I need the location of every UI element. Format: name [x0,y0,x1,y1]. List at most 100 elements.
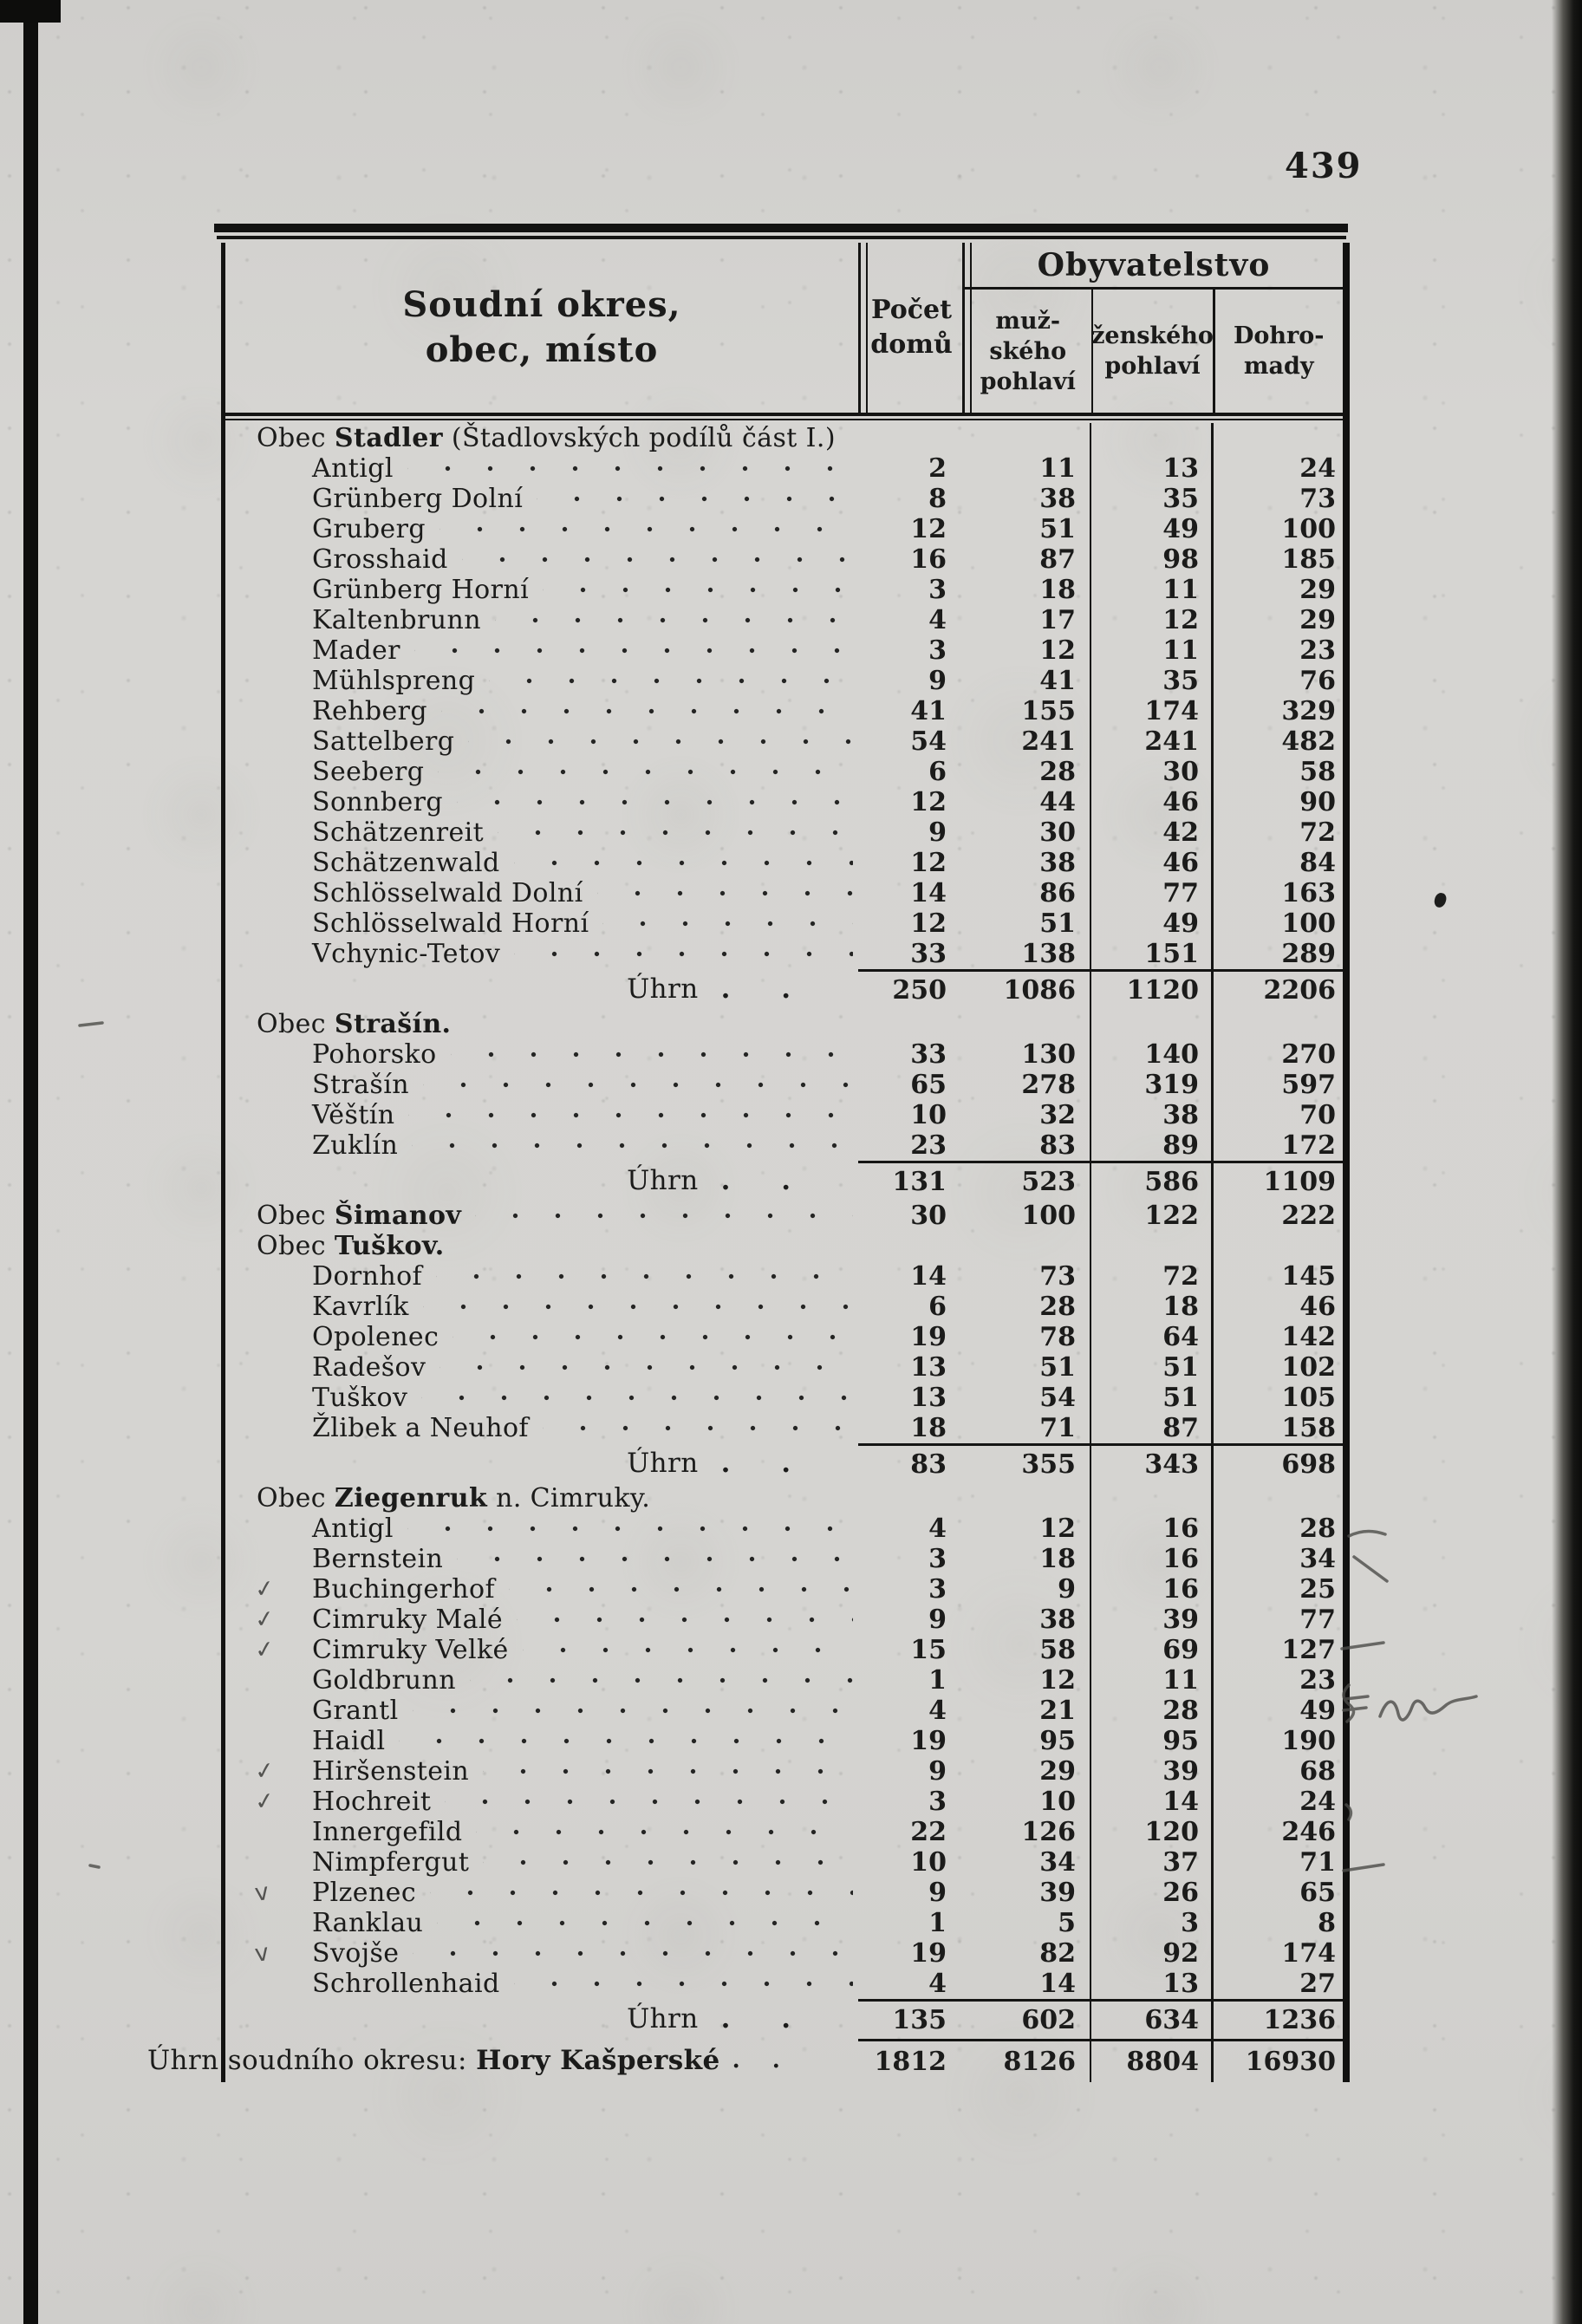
place-name-label: Cimruky Velké [312,1635,509,1665]
dot-leader [513,1969,853,1999]
trailing-dots: . . [720,2003,811,2034]
table-row: ✓ Cimruky Velké 15 58 69 127 [225,1635,1343,1665]
dot-leader [440,696,853,726]
male-cell: 12 [1039,635,1076,666]
female-cell: 11 [1090,575,1211,605]
female-cell: 72 [1090,1261,1211,1292]
houses-cell: 19 [910,1726,947,1756]
scan-corner-mark [0,0,61,23]
place-name-label: Nimpfergut [312,1847,470,1878]
female-cell: 46 [1090,787,1211,817]
place-name-label: Innergefild [312,1817,463,1847]
male-cell: 130 [1021,1039,1076,1070]
table-row: Seeberg 6 28 30 58 [225,757,1343,787]
place-name-cell: Schlösselwald Horní [225,908,858,939]
place-name-label: Tuškov [312,1383,408,1413]
houses-cell: 14 [910,1261,947,1292]
combined-cell: 27 [1211,1969,1343,1999]
houses-cell: 4 [928,1696,947,1726]
female-cell: 634 [1090,1999,1211,2039]
houses-cell [858,1009,962,1039]
table-row: Sonnberg 12 44 46 90 [225,787,1343,817]
female-cell [1090,1231,1211,1261]
male-cell: 83 [1039,1130,1076,1161]
female-cell: 586 [1090,1161,1211,1201]
dot-leader [483,1756,853,1787]
dot-leader [399,1726,853,1756]
place-name-cell: Nimpfergut [225,1847,858,1878]
houses-cell: 12 [910,787,947,817]
female-cell: 11 [1090,635,1211,666]
place-name-label: Obec Stadler (Štadlovských podílů část I… [257,423,836,453]
male-cell: 38 [1039,1605,1076,1635]
female-cell: 64 [1090,1322,1211,1352]
dot-leader [445,1787,853,1817]
female-cell: 39 [1090,1756,1211,1787]
place-name-label: Grünberg Dolní [312,484,524,514]
combined-cell: 185 [1211,544,1343,575]
houses-cell: 4 [928,605,947,635]
female-cell: 69 [1090,1635,1211,1665]
header-population-title: Obyvatelstvo [965,243,1343,290]
houses-cell: 83 [858,1443,962,1483]
houses-cell: 3 [928,1574,947,1605]
table-row: Rehberg 41 155 174 329 [225,696,1343,726]
female-cell: 49 [1090,908,1211,939]
pencil-checkmark: v [252,1938,271,1968]
place-name-label: Goldbrunn [312,1665,456,1696]
combined-cell: 73 [1211,484,1343,514]
male-cell: 38 [1039,848,1076,878]
pencil-checkmark: ✓ [252,1755,277,1786]
place-name-label: Úhrn [627,2003,699,2034]
combined-cell: 72 [1211,817,1343,848]
table-row: Grantl 4 21 28 49 [225,1696,1343,1726]
houses-cell: 19 [910,1322,947,1352]
houses-cell: 8 [928,484,947,514]
dot-leader [469,1665,853,1696]
place-name-label: Obec Šimanov [257,1201,462,1231]
place-name-cell: Úhrn . . [225,1999,858,2039]
male-cell: 58 [1039,1635,1076,1665]
female-cell: 98 [1090,544,1211,575]
place-name-label: Ranklau [312,1908,424,1938]
male-cell: 86 [1039,878,1076,908]
male-cell: 54 [1039,1383,1076,1413]
male-cell: 51 [1039,1352,1076,1383]
place-name-cell: Gruberg [225,514,858,544]
female-cell: 8804 [1090,2039,1211,2082]
place-name-cell: Grantl [225,1696,858,1726]
table-row: Antigl 4 12 16 28 [225,1514,1343,1544]
place-name-cell: Schlösselwald Dolní [225,878,858,908]
male-cell: 138 [1021,939,1076,969]
combined-cell: 84 [1211,848,1343,878]
place-name-label: Grantl [312,1696,399,1726]
table-row: Mader 3 12 11 23 [225,635,1343,666]
place-name-label: Pohorsko [312,1039,437,1070]
male-cell: 44 [1039,787,1076,817]
female-cell: 122 [1090,1201,1211,1231]
place-name-cell: Bernstein [225,1544,858,1574]
place-name-label: Antigl [312,453,394,484]
female-cell [1090,1483,1211,1514]
male-cell: 39 [1039,1878,1076,1908]
trailing-dots: . . [720,1448,811,1479]
combined-cell: 174 [1211,1938,1343,1969]
houses-cell: 16 [910,544,947,575]
dot-leader [412,1130,853,1161]
combined-cell: 127 [1211,1635,1343,1665]
male-cell: 355 [962,1443,1090,1483]
dot-leader [483,1847,853,1878]
houses-cell: 9 [928,1605,947,1635]
place-name-cell: Sattelberg [225,726,858,757]
male-cell: 38 [1039,484,1076,514]
table-row: Bernstein 3 18 16 34 [225,1544,1343,1574]
male-cell: 126 [1021,1817,1076,1847]
houses-cell: 33 [910,939,947,969]
table-row: Věštín 10 32 38 70 [225,1100,1343,1130]
dot-leader [408,1100,853,1130]
place-name-cell: Innergefild [225,1817,858,1847]
male-cell [962,1231,1090,1261]
houses-cell: 2 [928,453,947,484]
table-row: Schrollenhaid 4 14 13 27 [225,1969,1343,1999]
table-row: Antigl 2 11 13 24 [225,453,1343,484]
